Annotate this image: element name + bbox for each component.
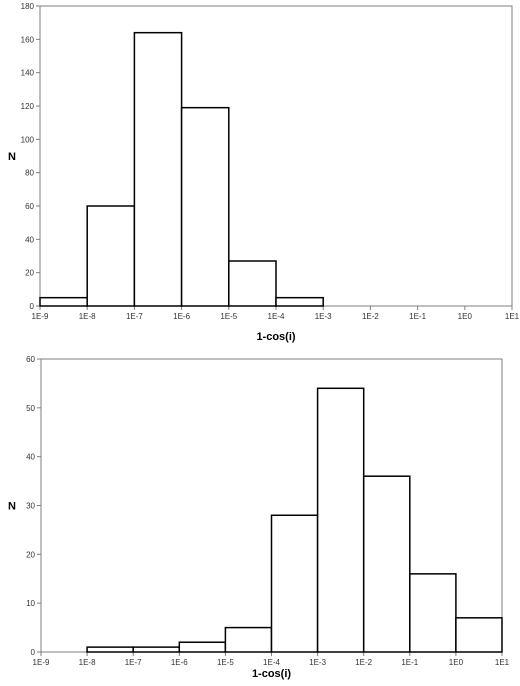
histogram-bar: [362, 475, 411, 653]
x-tick-label: 1E0: [449, 658, 464, 667]
histogram-bar: [275, 296, 324, 307]
x-tick-label: 1E-3: [315, 312, 332, 321]
histogram-bar: [455, 617, 503, 653]
histogram-bar: [86, 646, 134, 653]
y-tick-label: 40: [26, 453, 35, 462]
y-tick-label: 10: [26, 599, 35, 608]
y-tick-label: 80: [25, 169, 34, 178]
y-tick-label: 30: [26, 502, 35, 511]
y-tick-label: 0: [30, 302, 35, 311]
y-axis-title: N: [8, 501, 16, 513]
histogram-top: 0 20 40 60 80 100 120 140 160 180 1E-9 1E-8 1E-7 1E-6…: [8, 2, 520, 343]
x-axis-title: 1-cos(i): [256, 331, 295, 343]
histogram-bar: [409, 573, 457, 653]
y-tick-label: 180: [21, 2, 35, 11]
histogram-bar: [86, 205, 136, 307]
x-tick-label: 1E-1: [409, 312, 426, 321]
x-tick-label: 1E-5: [220, 312, 237, 321]
y-tick-label: 100: [21, 135, 35, 144]
x-tick-label: 1E-3: [309, 658, 326, 667]
x-tick-label: 1E-6: [173, 312, 190, 321]
histogram-bar: [270, 514, 319, 653]
histogram-bar: [180, 106, 230, 307]
x-tick-label: 1E-2: [362, 312, 379, 321]
y-tick-label: 50: [26, 404, 35, 413]
x-tick-label: 1E-9: [32, 312, 49, 321]
y-tick-label: 40: [25, 235, 34, 244]
x-tick-label: 1E-4: [263, 658, 280, 667]
histogram-bar: [316, 387, 365, 653]
histogram-bar: [228, 260, 277, 307]
x-tick-label: 1E-6: [171, 658, 188, 667]
x-tick-label: 1E0: [458, 312, 473, 321]
y-tick-label: 20: [26, 550, 35, 559]
y-tick-label: 20: [25, 269, 34, 278]
histogram-bottom: 0 10 20 30 40 50 60 1E-9 1E-8 1E-7 1E-6 1E-5 1E-4 1E-…: [8, 355, 510, 680]
x-tick-label: 1E-2: [355, 658, 372, 667]
x-tick-label: 1E-9: [33, 658, 50, 667]
x-tick-label: 1E1: [495, 658, 510, 667]
x-tick-label: 1E-1: [401, 658, 418, 667]
x-tick-label: 1E-7: [125, 658, 142, 667]
x-tick-label: 1E-8: [79, 658, 96, 667]
y-tick-label: 140: [21, 69, 35, 78]
y-tick-label: 120: [21, 102, 35, 111]
histogram-bar: [39, 296, 88, 307]
x-tick-label: 1E-8: [79, 312, 96, 321]
y-tick-label: 0: [31, 648, 36, 657]
histogram-bar: [133, 31, 183, 307]
histogram-bar: [132, 646, 181, 653]
x-tick-label: 1E-5: [217, 658, 234, 667]
x-axis-title: 1-cos(i): [252, 668, 291, 680]
x-tick-label: 1E-7: [126, 312, 143, 321]
histogram-bar: [224, 626, 273, 653]
x-tick-label: 1E1: [505, 312, 520, 321]
x-tick-label: 1E-4: [268, 312, 285, 321]
y-tick-label: 160: [21, 35, 35, 44]
histogram-bar: [178, 641, 227, 653]
y-tick-label: 60: [26, 355, 35, 364]
y-tick-label: 60: [25, 202, 34, 211]
y-axis-title: N: [8, 151, 16, 163]
